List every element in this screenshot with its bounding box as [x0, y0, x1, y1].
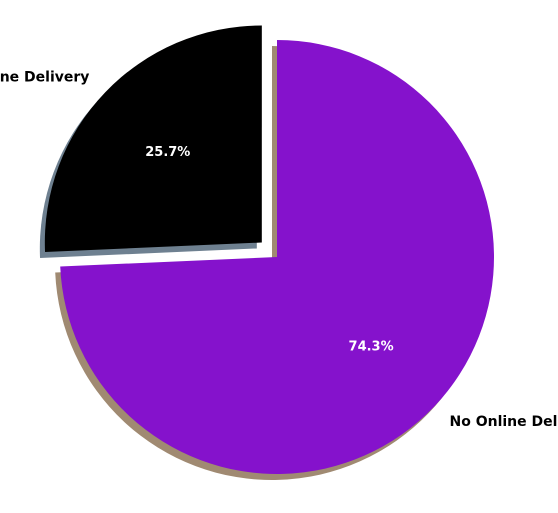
slice-no-online-delivery — [60, 40, 495, 475]
slice-label-no-online-delivery: No Online Delivery — [450, 414, 558, 430]
pie-label-layer: 25.7% Online Delivery 74.3% No Online Deliv… — [0, 69, 558, 430]
pct-label-no-online-delivery: 74.3% — [349, 340, 394, 355]
slice-label-online-delivery: Online Delivery — [0, 69, 89, 85]
pct-label-online-delivery: 25.7% — [145, 145, 190, 160]
pie-slice-layer — [44, 25, 495, 475]
slice-online-delivery — [44, 25, 262, 253]
